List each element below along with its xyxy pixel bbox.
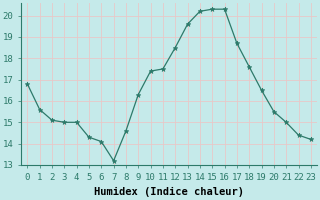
X-axis label: Humidex (Indice chaleur): Humidex (Indice chaleur) — [94, 187, 244, 197]
